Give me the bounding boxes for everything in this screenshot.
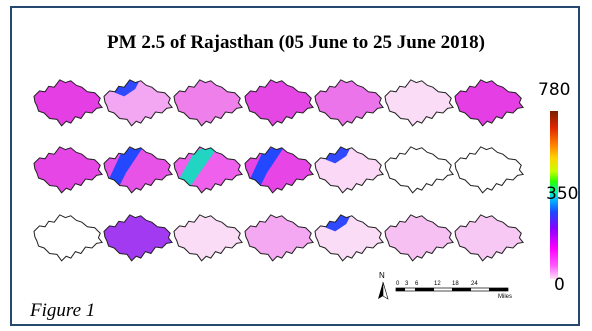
map-r1-c4 bbox=[244, 79, 315, 127]
north-arrow-icon: N bbox=[378, 271, 389, 300]
scale-tick-label: 6 bbox=[415, 281, 419, 287]
map-r2-c1 bbox=[33, 146, 104, 194]
map-r3-c7 bbox=[454, 214, 525, 262]
figure-title: PM 2.5 of Rajasthan (05 June to 25 June … bbox=[107, 32, 485, 53]
map-r1-c3 bbox=[173, 79, 244, 127]
map-r3-c3 bbox=[173, 214, 244, 262]
map-r2-c4 bbox=[244, 146, 315, 194]
scale-tick-label: 3 bbox=[405, 281, 409, 287]
scale-tick-label: 18 bbox=[452, 281, 459, 287]
map-r1-c2 bbox=[103, 79, 174, 127]
map-r1-c6 bbox=[384, 79, 455, 127]
map-r2-c6 bbox=[384, 146, 455, 194]
scale-unit: Miles bbox=[498, 294, 512, 300]
map-r1-c5 bbox=[314, 79, 385, 127]
map-r1-c1 bbox=[33, 79, 104, 127]
north-label: N bbox=[379, 271, 385, 280]
scale-ticks: 0 3 6 12 18 24 bbox=[396, 281, 478, 287]
map-r3-c6 bbox=[384, 214, 455, 262]
colorbar-mid-label: 350 bbox=[546, 184, 579, 204]
colorbar-max-label: 780 bbox=[538, 80, 571, 100]
map-r3-c2 bbox=[103, 214, 174, 262]
map-r3-c4 bbox=[244, 214, 315, 262]
map-r2-c5 bbox=[314, 146, 385, 194]
map-r2-c3 bbox=[173, 146, 244, 194]
map-r3-c1 bbox=[33, 214, 104, 262]
map-r2-c7 bbox=[454, 146, 525, 194]
figure-caption: Figure 1 bbox=[30, 300, 96, 321]
colorbar-min-label: 0 bbox=[554, 275, 565, 295]
scale-tick-label: 12 bbox=[434, 281, 441, 287]
map-r2-c2 bbox=[103, 146, 174, 194]
map-r3-c5 bbox=[314, 214, 385, 262]
scale-tick-label: 24 bbox=[471, 281, 478, 287]
scale-tick-label: 0 bbox=[396, 281, 400, 287]
map-r1-c7 bbox=[454, 79, 525, 127]
colorbar bbox=[550, 111, 558, 279]
scale-bar: N 0 3 6 12 18 24 Miles bbox=[378, 271, 512, 300]
